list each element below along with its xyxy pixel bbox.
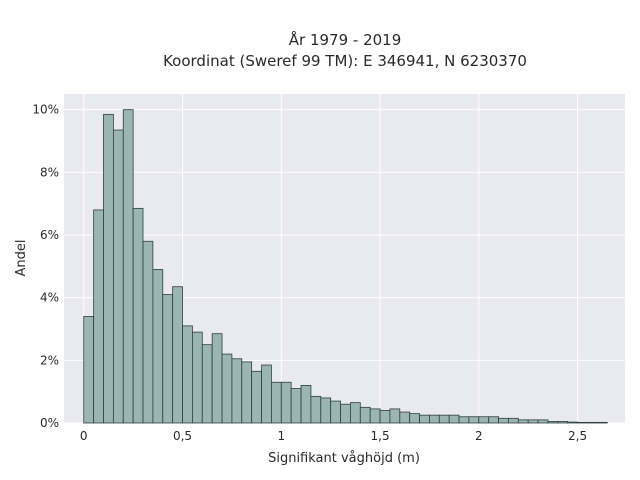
histogram-bar xyxy=(350,402,361,424)
y-tick-label: 0% xyxy=(40,416,59,430)
histogram-bar xyxy=(409,413,420,424)
x-tick-labels: 0 0,5 1 1,5 2 2,5 xyxy=(80,429,587,443)
histogram-bar xyxy=(201,344,213,424)
histogram-bar xyxy=(379,410,391,424)
histogram-bar xyxy=(508,417,519,424)
histogram-bar xyxy=(547,421,559,424)
histogram-bar xyxy=(330,400,341,424)
y-tick-label: 8% xyxy=(40,165,59,179)
chart-title-line1: År 1979 - 2019 xyxy=(289,30,402,49)
x-tick-label: 0,5 xyxy=(173,429,192,443)
histogram-bar xyxy=(468,416,480,424)
histogram-bar xyxy=(221,353,233,424)
histogram-bar xyxy=(211,333,223,424)
histogram-bar xyxy=(596,421,608,424)
histogram-bar xyxy=(478,416,490,424)
histogram-bar xyxy=(498,417,509,424)
histogram-bar xyxy=(587,421,598,424)
chart-title-line2: Koordinat (Sweref 99 TM): E 346941, N 62… xyxy=(163,52,527,70)
histogram-bar xyxy=(389,408,401,424)
histogram-bar xyxy=(290,388,302,424)
y-tick-label: 2% xyxy=(40,353,59,367)
histogram-bar xyxy=(122,109,134,424)
y-axis-label: Andel xyxy=(14,240,29,277)
x-axis-label: Signifikant våghöjd (m) xyxy=(268,451,420,466)
histogram-bar xyxy=(369,408,381,424)
histogram-bar xyxy=(340,403,351,424)
histogram-bar xyxy=(93,209,104,424)
histogram-bar xyxy=(142,240,154,424)
histogram-bar xyxy=(527,419,539,424)
bars-group xyxy=(83,109,608,424)
histogram-bar xyxy=(310,395,322,424)
histogram-bar xyxy=(448,414,460,424)
histogram-bar xyxy=(419,414,430,424)
histogram-bar xyxy=(488,416,499,424)
y-tick-label: 10% xyxy=(32,103,59,117)
histogram-bar xyxy=(103,113,114,424)
histogram-bar xyxy=(399,411,411,424)
histogram-bar xyxy=(231,358,243,424)
y-tick-label: 4% xyxy=(40,291,59,305)
histogram-bar xyxy=(320,397,332,424)
histogram-bar xyxy=(438,414,450,424)
histogram-bar xyxy=(83,316,95,424)
x-tick-label: 1 xyxy=(277,429,285,443)
histogram-bar xyxy=(191,331,203,424)
histogram-bar xyxy=(359,406,371,424)
histogram-bar xyxy=(172,286,183,424)
y-tick-label: 6% xyxy=(40,228,59,242)
x-tick-label: 2 xyxy=(475,429,483,443)
x-tick-label: 1,5 xyxy=(371,429,390,443)
histogram-bar xyxy=(577,421,588,424)
histogram-bar xyxy=(251,370,262,424)
histogram-bar xyxy=(537,419,549,424)
histogram-bar xyxy=(458,416,470,424)
histogram-bar xyxy=(300,384,312,424)
histogram-bar xyxy=(567,421,578,424)
histogram-bar xyxy=(557,421,569,424)
histogram-bar xyxy=(280,381,292,424)
histogram-bar xyxy=(429,414,440,424)
histogram-bar xyxy=(152,269,164,424)
histogram-bar xyxy=(271,381,282,424)
x-tick-label: 2,5 xyxy=(568,429,587,443)
histogram-bar xyxy=(517,419,529,424)
histogram-bar xyxy=(261,364,272,424)
y-tick-labels: 0% 2% 4% 6% 8% 10% xyxy=(32,103,59,430)
histogram-bar xyxy=(162,294,174,424)
histogram-bar xyxy=(132,207,144,424)
histogram-bar xyxy=(112,129,124,424)
histogram-bar xyxy=(241,361,253,424)
histogram-bar xyxy=(182,325,193,424)
x-tick-label: 0 xyxy=(80,429,88,443)
